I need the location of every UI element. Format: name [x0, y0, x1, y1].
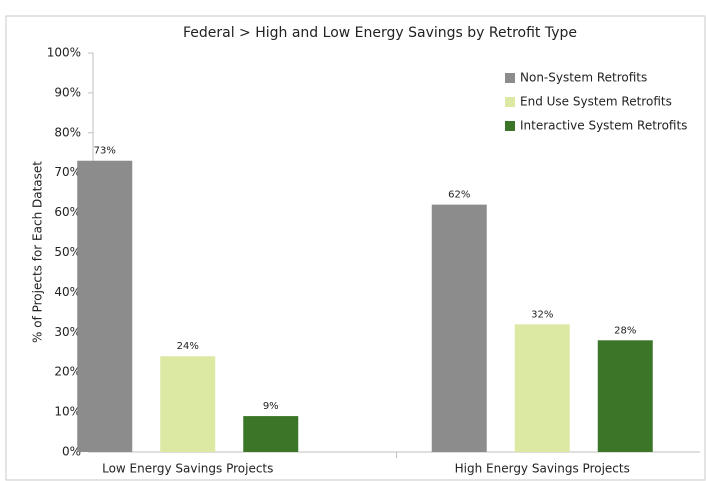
y-axis-label: % of Projects for Each Dataset	[31, 161, 45, 343]
value-label: 32%	[531, 309, 553, 320]
legend-label: End Use System Retrofits	[520, 95, 672, 109]
y-tick-label: 80%	[54, 125, 81, 139]
x-tick-label: Low Energy Savings Projects	[102, 462, 273, 476]
bar	[160, 356, 216, 452]
bar	[514, 324, 570, 452]
value-label: 62%	[448, 190, 470, 201]
legend-swatch	[505, 121, 515, 131]
value-label: 28%	[614, 325, 636, 336]
value-label: 9%	[263, 401, 279, 412]
bar	[431, 204, 487, 452]
bar	[77, 160, 133, 453]
y-tick-label: 60%	[54, 205, 81, 219]
value-label: 24%	[177, 341, 199, 352]
chart-title: Federal > High and Low Energy Savings by…	[183, 25, 577, 41]
y-tick-label: 90%	[54, 85, 81, 99]
legend-label: Non-System Retrofits	[520, 71, 647, 85]
y-tick-label: 10%	[54, 405, 81, 419]
y-tick-label: 40%	[54, 285, 81, 299]
y-tick-label: 70%	[54, 165, 81, 179]
legend-label: Interactive System Retrofits	[520, 119, 687, 133]
y-tick-label: 50%	[54, 245, 81, 259]
legend-swatch	[505, 97, 515, 107]
x-tick-label: High Energy Savings Projects	[455, 462, 630, 476]
y-tick-label: 30%	[54, 325, 81, 339]
y-tick-label: 100%	[47, 46, 81, 60]
bar	[243, 416, 299, 452]
y-tick-label: 0%	[62, 445, 81, 459]
y-tick-label: 20%	[54, 365, 81, 379]
bar	[597, 340, 653, 452]
legend-swatch	[505, 73, 515, 83]
value-label: 73%	[94, 146, 116, 157]
